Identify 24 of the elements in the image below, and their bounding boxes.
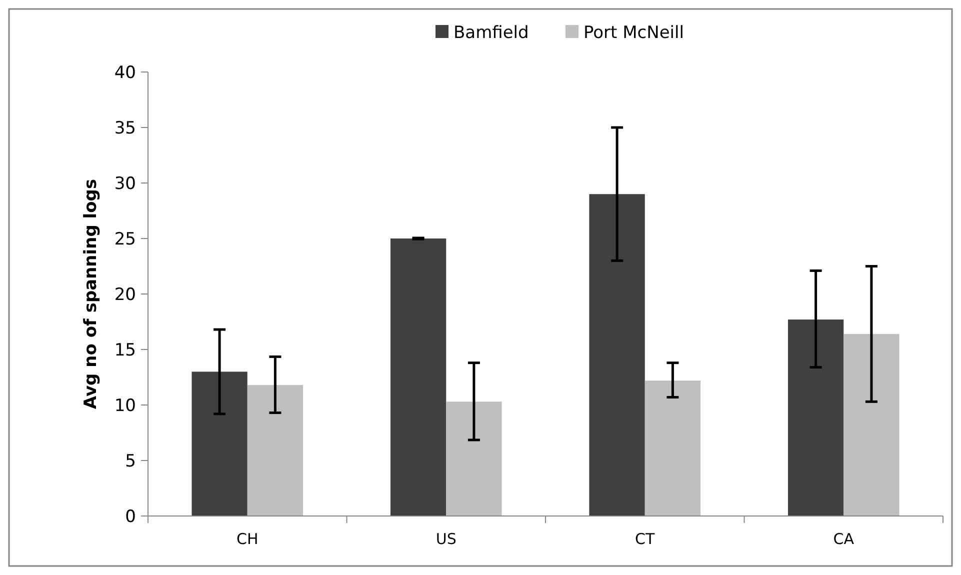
y-tick-label: 40 xyxy=(114,62,136,83)
bar xyxy=(844,334,900,516)
y-tick-label: 20 xyxy=(114,284,136,305)
y-tick-label: 5 xyxy=(125,451,136,472)
x-tick-label: CT xyxy=(635,530,656,548)
y-tick-label: 0 xyxy=(125,506,136,527)
y-tick-label: 30 xyxy=(114,174,136,194)
bar xyxy=(446,402,502,516)
x-tick-label: CH xyxy=(236,530,258,548)
bar xyxy=(644,380,701,516)
bar xyxy=(390,238,446,516)
y-axis-title: Avg no of spanning logs xyxy=(81,178,101,410)
x-tick-label: CA xyxy=(833,530,855,548)
y-tick-label: 35 xyxy=(114,118,136,138)
bar xyxy=(589,194,645,516)
y-tick-label: 15 xyxy=(114,340,136,360)
legend-label: Bamfield xyxy=(454,22,529,43)
bar xyxy=(247,385,304,516)
y-tick-label: 25 xyxy=(114,229,136,250)
bar xyxy=(192,372,248,516)
legend-label: Port McNeill xyxy=(584,22,684,43)
y-tick-label: 10 xyxy=(114,396,136,416)
bar xyxy=(788,320,844,516)
x-tick-label: US xyxy=(436,530,456,548)
